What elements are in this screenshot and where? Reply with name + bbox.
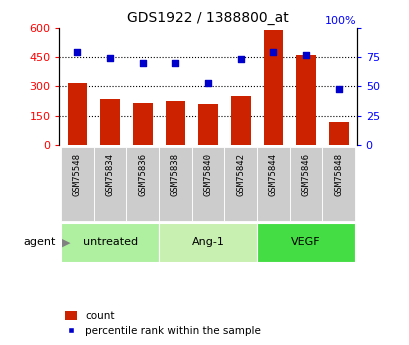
Text: GSM75846: GSM75846 [301,152,310,196]
Point [139,60,146,66]
Point [335,86,341,91]
Bar [94,147,126,221]
Bar [191,147,224,221]
Text: VEGF: VEGF [290,237,320,247]
Bar [321,147,354,221]
Text: Ang-1: Ang-1 [191,237,224,247]
Text: GSM75840: GSM75840 [203,152,212,196]
Text: GSM75844: GSM75844 [268,152,277,196]
Bar [61,223,159,262]
Point [302,52,309,57]
Bar [328,122,348,145]
Title: GDS1922 / 1388800_at: GDS1922 / 1388800_at [127,11,288,25]
Bar [159,147,191,221]
Bar [165,101,185,145]
Point [106,55,113,61]
Bar [67,83,87,145]
Bar [263,30,283,145]
Point [270,49,276,55]
Bar [159,223,256,262]
Point [74,49,81,55]
Text: agent: agent [23,237,55,247]
Text: ▶: ▶ [61,237,70,247]
Text: GSM75842: GSM75842 [236,152,245,196]
Bar [230,96,250,145]
Text: GSM75548: GSM75548 [73,152,82,196]
Bar [100,99,119,145]
Text: GSM75838: GSM75838 [171,152,180,196]
Bar [61,147,94,221]
Bar [256,223,354,262]
Point [237,57,243,62]
Text: GSM75836: GSM75836 [138,152,147,196]
Text: GSM75834: GSM75834 [106,152,114,196]
Bar [289,147,321,221]
Bar [198,104,217,145]
Text: 100%: 100% [324,17,356,27]
Bar [126,147,159,221]
Bar [256,147,289,221]
Bar [133,103,152,145]
Legend: count, percentile rank within the sample: count, percentile rank within the sample [65,311,261,336]
Point [204,80,211,86]
Point [172,60,178,66]
Bar [224,147,256,221]
Bar [296,55,315,145]
Text: GSM75848: GSM75848 [333,152,342,196]
Text: untreated: untreated [82,237,137,247]
